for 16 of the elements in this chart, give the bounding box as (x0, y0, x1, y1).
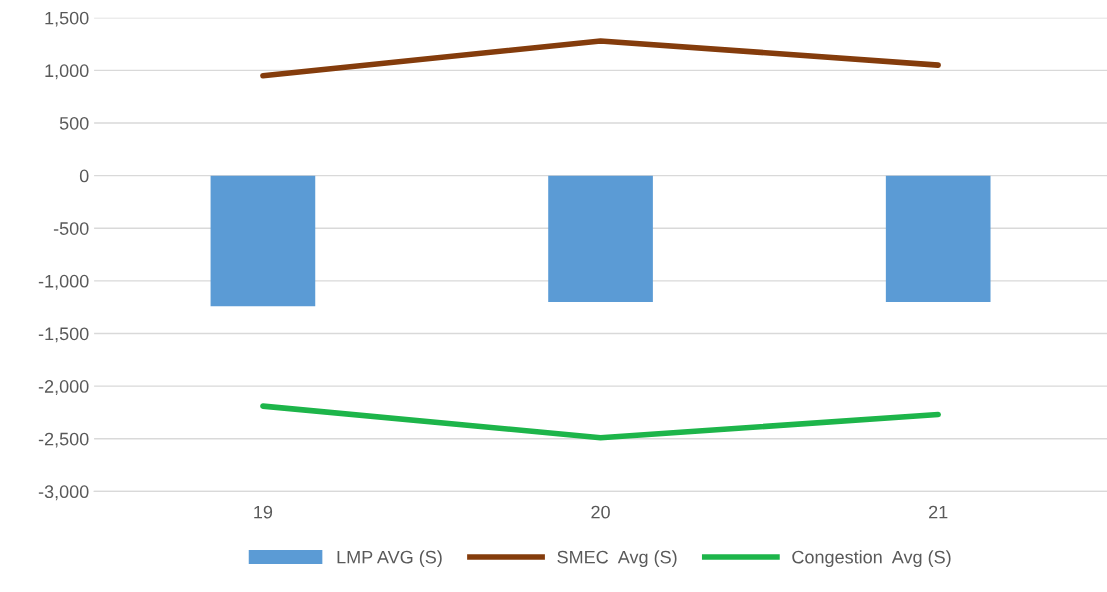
y-tick-label: -2,500 (38, 432, 89, 448)
x-tick-label: 19 (254, 505, 273, 519)
y-tick-label: 500 (59, 116, 89, 130)
y-tick-label: -3,000 (38, 485, 89, 501)
legend-label: SMEC Avg (S) (557, 550, 677, 568)
legend-label: Congestion Avg (S) (792, 550, 951, 568)
x-tick-label: 21 (929, 505, 948, 519)
x-tick-label: 20 (591, 505, 610, 519)
y-tick-label: -2,000 (38, 380, 89, 395)
y-tick-label: 1,500 (45, 11, 89, 27)
y-tick-label: 0 (79, 169, 89, 183)
legend-label: LMP AVG (S) (337, 550, 442, 568)
y-tick-label: -500 (53, 222, 89, 235)
y-tick-label: 1,000 (45, 64, 89, 80)
y-tick-label: -1,000 (38, 274, 89, 290)
y-tick-label: -1,500 (38, 327, 89, 343)
